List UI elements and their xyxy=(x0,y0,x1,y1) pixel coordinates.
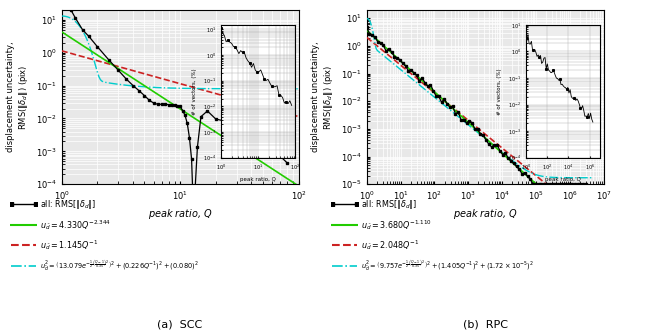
Text: all: RMS[$\|\delta_d\|$]: all: RMS[$\|\delta_d\|$] xyxy=(40,198,97,211)
Y-axis label: displacement uncertainty,
RMS($\|\delta_d\|$) (pix): displacement uncertainty, RMS($\|\delta_… xyxy=(6,42,30,152)
Text: (b)  RPC: (b) RPC xyxy=(463,319,508,329)
Text: $u_{\bar{d}} = 2.048Q^{-1}$: $u_{\bar{d}} = 2.048Q^{-1}$ xyxy=(361,238,420,252)
Y-axis label: # of vectors, (%): # of vectors, (%) xyxy=(192,68,197,115)
X-axis label: peak ratio, Q: peak ratio, Q xyxy=(240,177,276,182)
Text: (a)  SCC: (a) SCC xyxy=(157,319,202,329)
Text: $u_{\bar{d}} = 4.330Q^{-2.344}$: $u_{\bar{d}} = 4.330Q^{-2.344}$ xyxy=(40,218,111,232)
X-axis label: peak ratio, $Q$: peak ratio, $Q$ xyxy=(148,207,212,221)
Y-axis label: # of vectors, (%): # of vectors, (%) xyxy=(497,68,502,115)
Text: $u^2_{\bar{d}} = \left(9.757e^{-\frac{1}{2}\left(\frac{Q-1}{0.35}\right)^2}\righ: $u^2_{\bar{d}} = \left(9.757e^{-\frac{1}… xyxy=(361,259,534,273)
Text: $u^2_{\bar{d}} = \left(13.079e^{-\frac{1}{2}\left(\frac{Q-1}{0.35}\right)^2}\rig: $u^2_{\bar{d}} = \left(13.079e^{-\frac{1… xyxy=(40,259,199,273)
Text: $u_{\bar{d}} = 3.680Q^{-1.110}$: $u_{\bar{d}} = 3.680Q^{-1.110}$ xyxy=(361,218,432,232)
X-axis label: peak ratio, Q: peak ratio, Q xyxy=(545,177,581,182)
X-axis label: peak ratio, $Q$: peak ratio, $Q$ xyxy=(453,207,517,221)
Text: all: RMS[$\|\delta_d\|$]: all: RMS[$\|\delta_d\|$] xyxy=(361,198,418,211)
Y-axis label: displacement uncertainty,
RMS($\|\delta_d\|$) (pix): displacement uncertainty, RMS($\|\delta_… xyxy=(312,42,335,152)
Text: $u_{\bar{d}} = 1.145Q^{-1}$: $u_{\bar{d}} = 1.145Q^{-1}$ xyxy=(40,238,99,252)
